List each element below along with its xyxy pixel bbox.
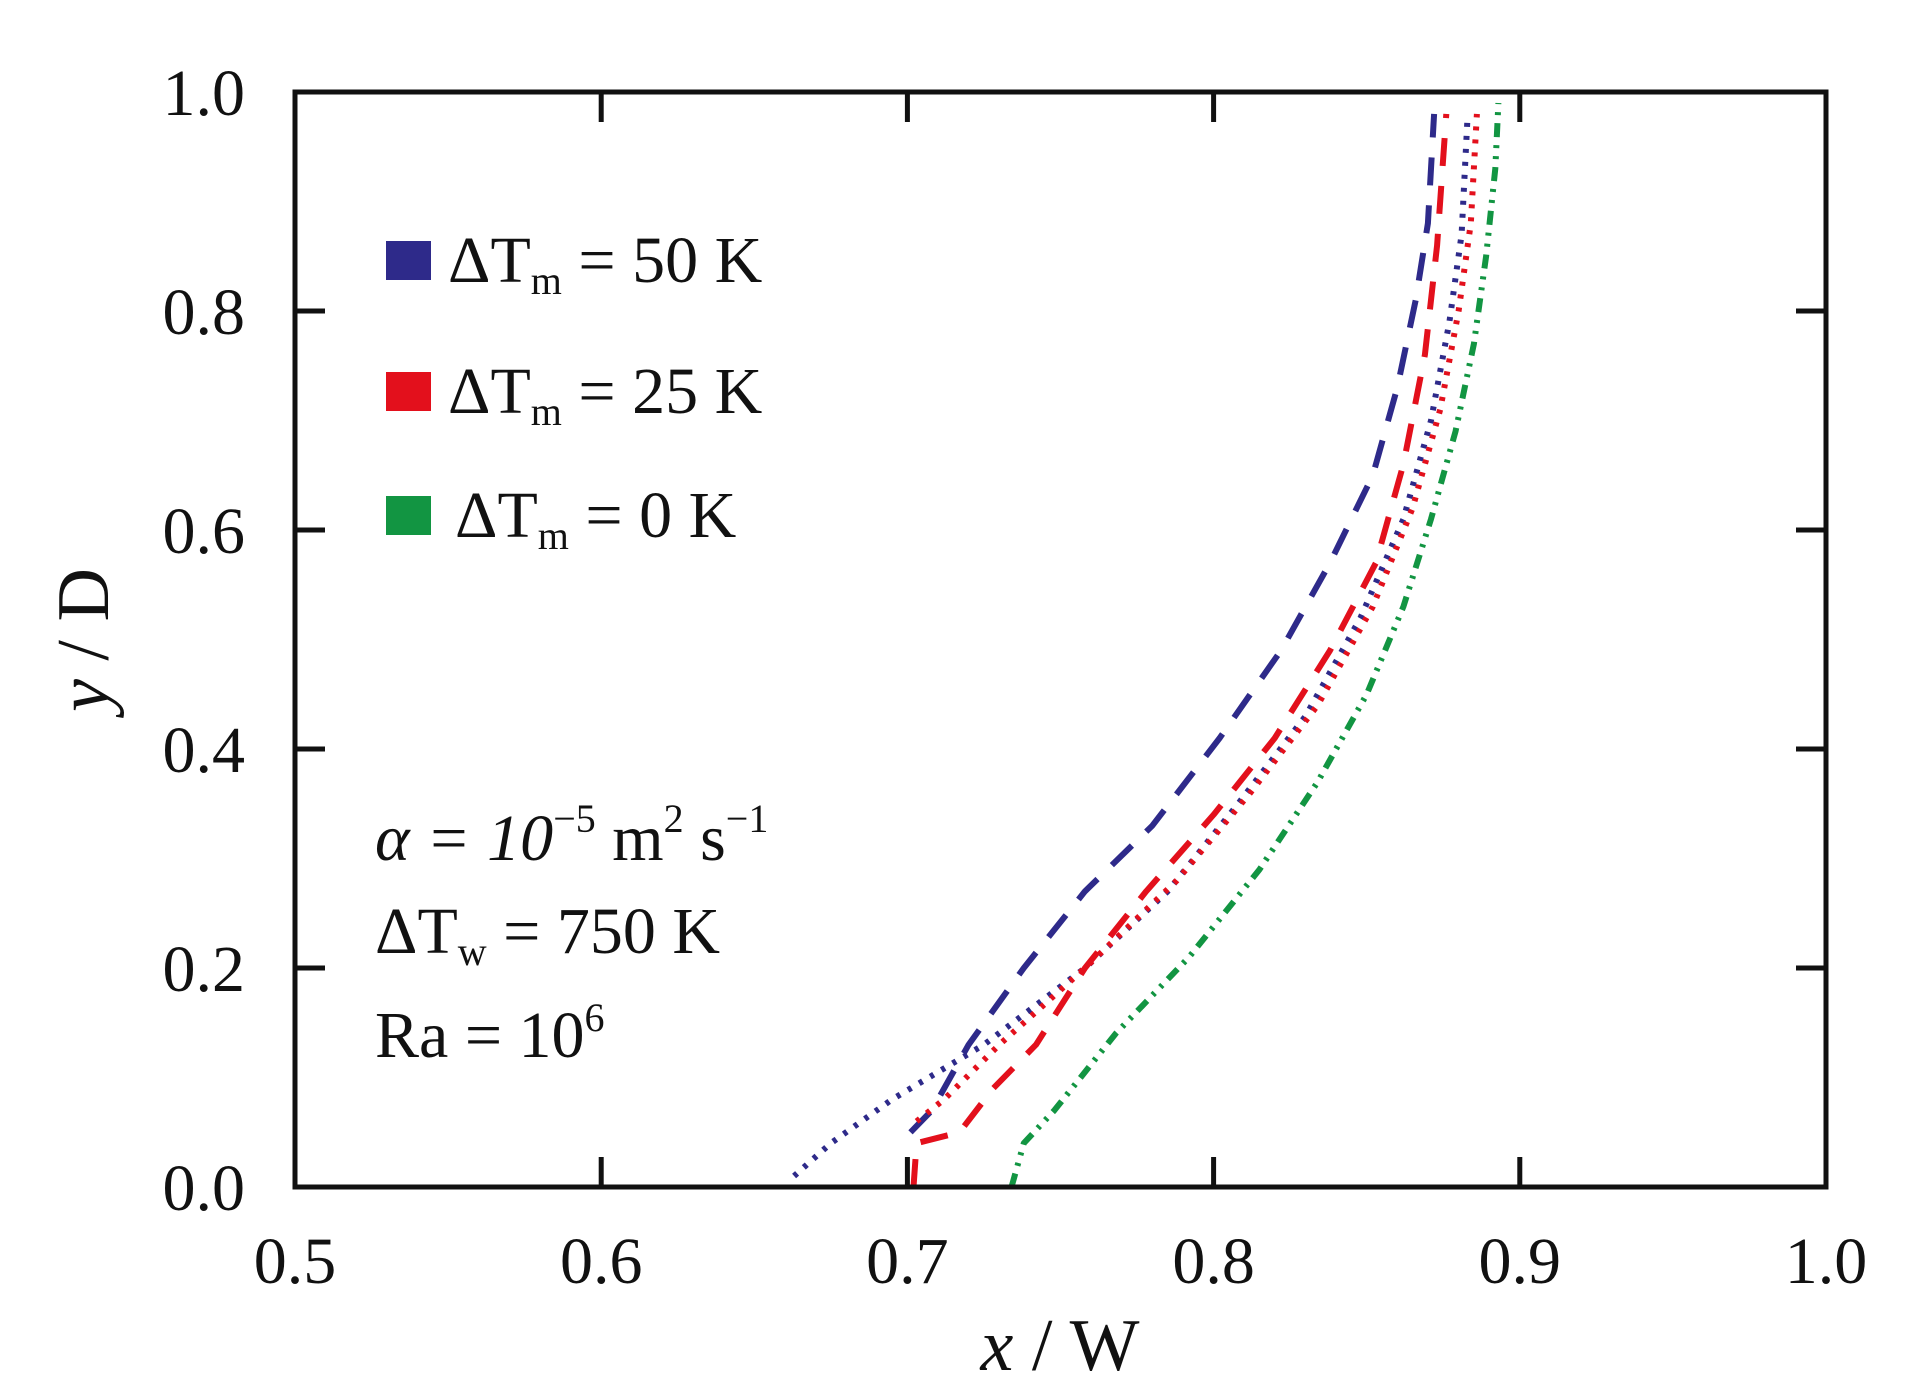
x-tick-label-5: 1.0 — [1785, 1225, 1868, 1298]
y-tick-label-1: 0.2 — [163, 933, 246, 1006]
x-axis-title: x / W — [980, 1305, 1140, 1387]
x-tick-label-1: 0.6 — [560, 1225, 643, 1298]
series-line-4 — [1008, 102, 1502, 1188]
y-tick-label-4: 0.8 — [163, 276, 246, 349]
series-line-2 — [910, 113, 1450, 1188]
legend-swatch-50k — [386, 241, 431, 280]
x-axis-unit: / W — [1013, 1305, 1139, 1387]
y-axis-unit: / D — [43, 568, 125, 679]
legend-swatch-25k — [386, 372, 431, 411]
legend-label-0k: ΔTm = 0 K — [455, 479, 736, 558]
legend-swatch-0k — [386, 496, 431, 535]
y-axis-var: y — [43, 679, 125, 719]
y-tick-label-3: 0.6 — [163, 495, 246, 568]
legend: ΔTm = 50 K ΔTm = 25 K ΔTm = 0 K — [386, 224, 762, 558]
y-tick-labels: 0.0 0.2 0.4 0.6 0.8 1.0 — [163, 57, 246, 1225]
x-tick-label-4: 0.9 — [1479, 1225, 1562, 1298]
y-tick-label-5: 1.0 — [163, 57, 246, 130]
y-axis-title: y / D — [43, 568, 125, 719]
x-tick-label-3: 0.8 — [1172, 1225, 1255, 1298]
x-axis-var: x — [980, 1305, 1014, 1387]
annotations: α = 10−5 m2 s−1 ΔTw = 750 K Ra = 106 — [375, 796, 768, 1072]
legend-label-25k: ΔTm = 25 K — [448, 355, 762, 434]
plot-frame — [292, 89, 1829, 1190]
y-tick-label-0: 0.0 — [163, 1152, 246, 1225]
legend-label-50k: ΔTm = 50 K — [448, 224, 762, 303]
y-tick-label-2: 0.4 — [163, 714, 246, 787]
x-tick-labels: 0.5 0.6 0.7 0.8 0.9 1.0 — [254, 1225, 1868, 1298]
x-tick-label-2: 0.7 — [866, 1225, 949, 1298]
series-line-3 — [914, 113, 1480, 1124]
annotation-alpha: α = 10−5 m2 s−1 — [375, 796, 768, 875]
x-tick-label-0: 0.5 — [254, 1225, 337, 1298]
series-line-0 — [908, 113, 1438, 1135]
annotation-delta-tw: ΔTw = 750 K — [375, 895, 720, 974]
series-layer — [792, 102, 1502, 1188]
ticks-layer — [292, 89, 1829, 1190]
annotation-ra: Ra = 106 — [375, 995, 605, 1072]
